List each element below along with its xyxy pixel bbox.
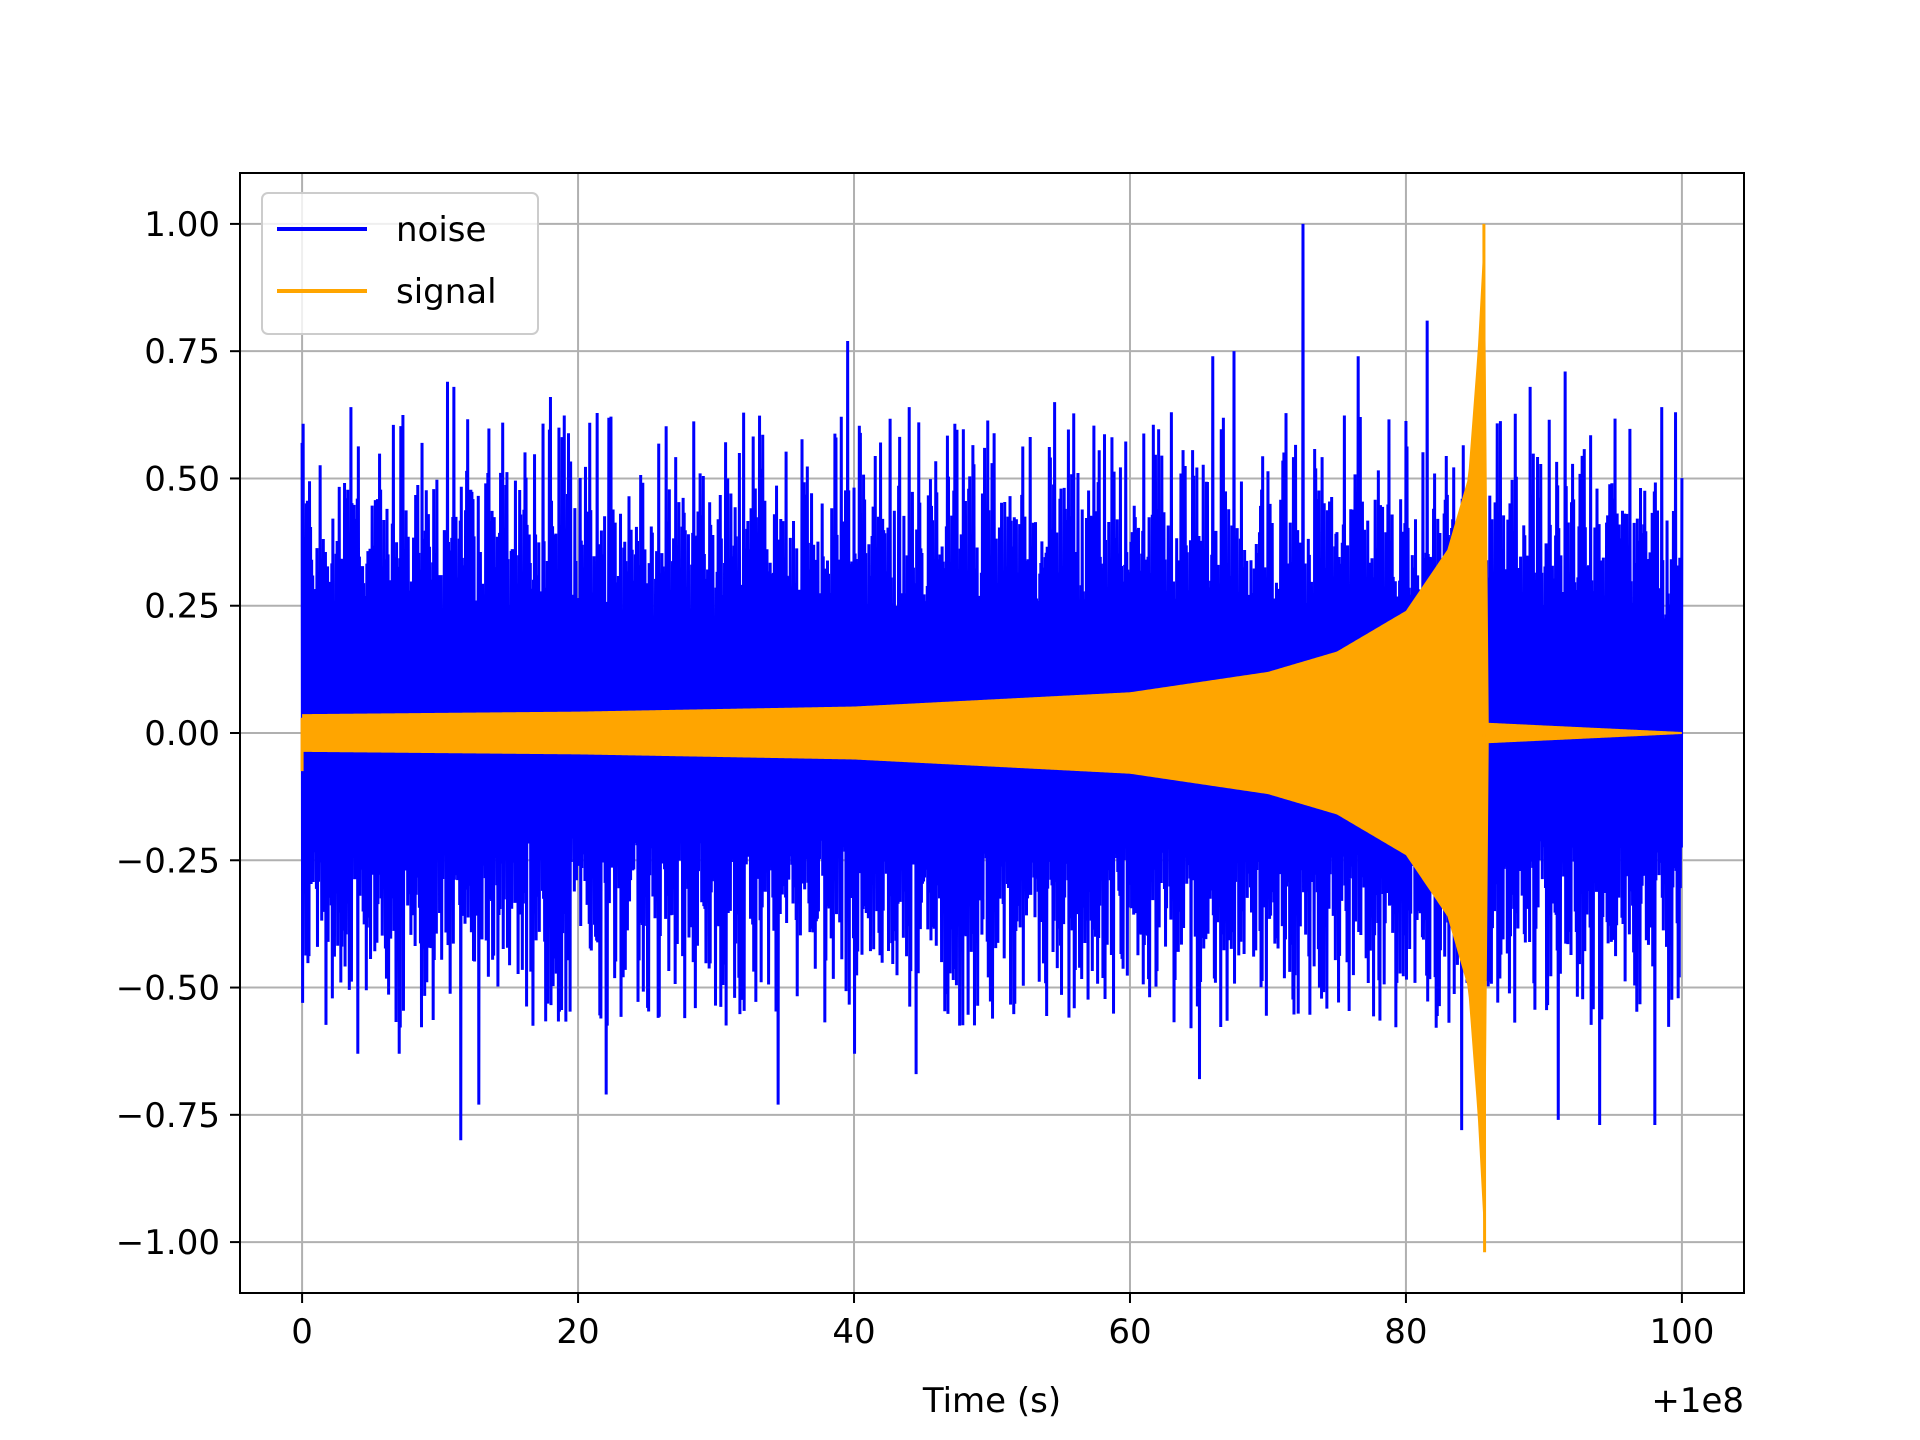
legend-noise-label: noise <box>396 210 486 250</box>
y-axis: 1.00 0.75 0.50 0.25 0.00 −0.25 −0.50 −0.75 −1.00 <box>116 205 240 1263</box>
legend-signal-label: signal <box>396 272 497 312</box>
x-tick-label: 40 <box>832 1312 875 1352</box>
legend: noise signal <box>261 192 539 335</box>
plot-area <box>300 223 1684 1253</box>
x-tick-label: 0 <box>291 1312 313 1352</box>
y-tick-label: 0.00 <box>144 714 220 754</box>
y-tick-label: −0.50 <box>116 969 220 1009</box>
x-tick-label: 100 <box>1649 1312 1714 1352</box>
x-tick-label: 80 <box>1384 1312 1427 1352</box>
x-tick-label: 60 <box>1108 1312 1151 1352</box>
x-axis: 0 20 40 60 80 100 <box>291 1293 1714 1352</box>
y-tick-label: 0.25 <box>144 587 220 627</box>
y-tick-label: 0.50 <box>144 459 220 499</box>
y-tick-label: 1.00 <box>144 205 220 245</box>
x-axis-label: Time (s) <box>922 1381 1061 1421</box>
y-tick-label: −1.00 <box>116 1223 220 1263</box>
x-tick-label: 20 <box>556 1312 599 1352</box>
series-signal-fill <box>302 232 1682 1234</box>
y-tick-label: −0.25 <box>116 841 220 881</box>
series-signal-line <box>300 223 1487 1253</box>
y-tick-label: −0.75 <box>116 1096 220 1136</box>
y-tick-label: 0.75 <box>144 332 220 372</box>
x-axis-offset-label: +1e8 <box>1651 1381 1744 1421</box>
